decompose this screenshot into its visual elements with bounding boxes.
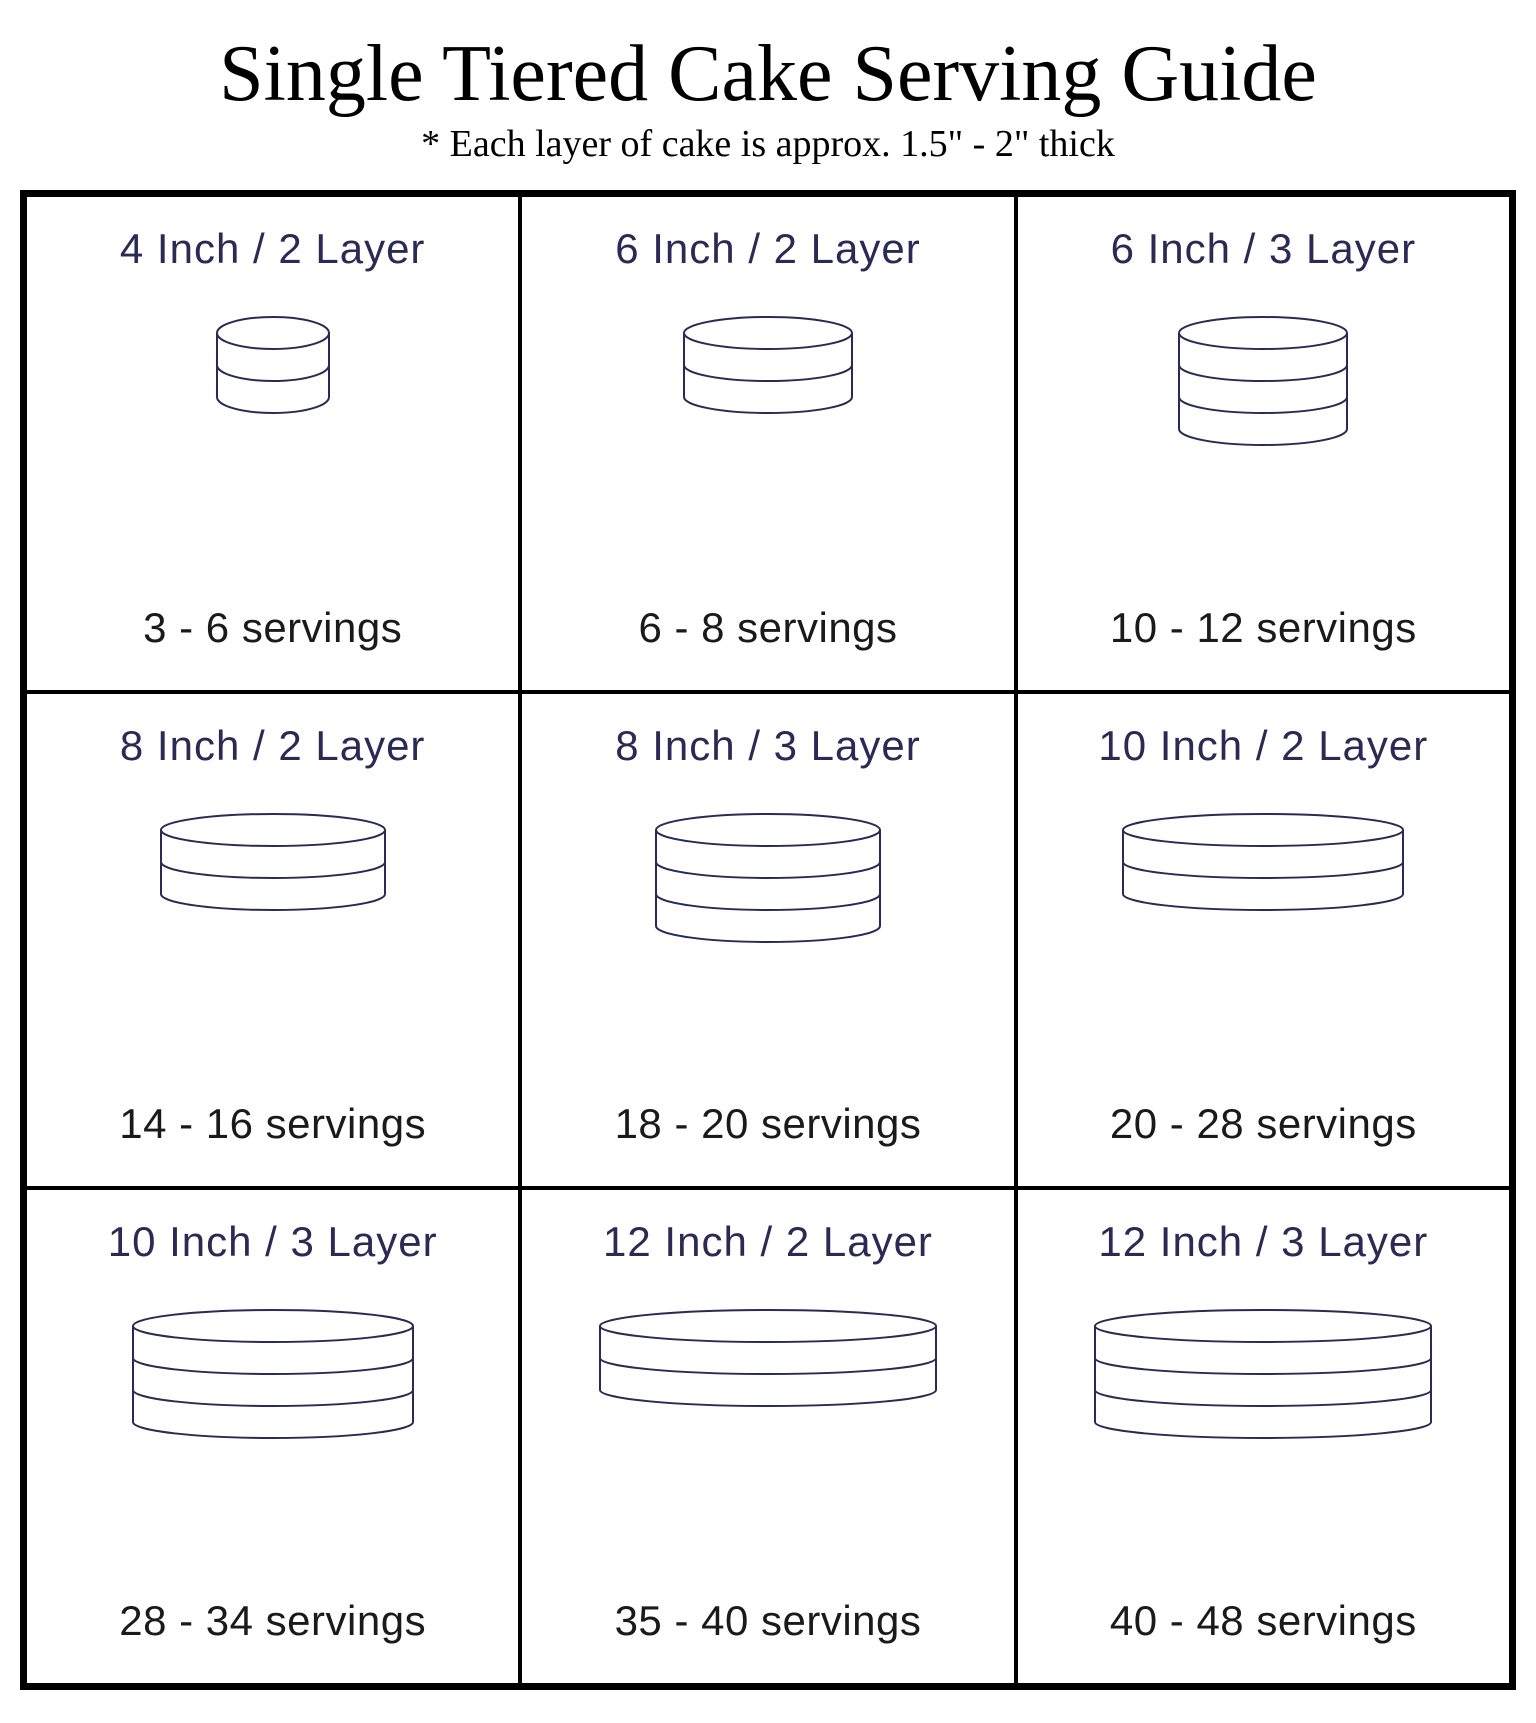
cake-illustration (37, 1266, 508, 1597)
cake-label: 12 Inch / 2 Layer (603, 1218, 933, 1266)
page-subtitle: * Each layer of cake is approx. 1.5" - 2… (20, 122, 1516, 166)
cake-illustration (1028, 273, 1499, 604)
cake-illustration (532, 273, 1003, 604)
page: Single Tiered Cake Serving Guide * Each … (0, 0, 1536, 1710)
cake-cell: 8 Inch / 2 Layer 14 - 16 servings (25, 692, 520, 1189)
cake-illustration (37, 273, 508, 604)
cake-grid: 4 Inch / 2 Layer 3 - 6 servings 6 Inch /… (20, 190, 1516, 1690)
cake-servings: 20 - 28 servings (1110, 1100, 1417, 1148)
cake-label: 4 Inch / 2 Layer (120, 225, 426, 273)
cake-servings: 28 - 34 servings (119, 1597, 426, 1645)
cake-cell: 10 Inch / 3 Layer 28 - 34 servings (25, 1188, 520, 1685)
cake-illustration (532, 770, 1003, 1101)
cake-cell: 6 Inch / 2 Layer 6 - 8 servings (520, 195, 1015, 692)
cake-cell: 6 Inch / 3 Layer 10 - 12 servings (1016, 195, 1511, 692)
cake-label: 10 Inch / 2 Layer (1098, 722, 1428, 770)
cake-servings: 3 - 6 servings (143, 604, 402, 652)
cake-servings: 10 - 12 servings (1110, 604, 1417, 652)
cake-illustration (532, 1266, 1003, 1597)
cake-label: 6 Inch / 3 Layer (1111, 225, 1417, 273)
cake-cell: 4 Inch / 2 Layer 3 - 6 servings (25, 195, 520, 692)
cake-servings: 35 - 40 servings (615, 1597, 922, 1645)
cake-illustration (1028, 770, 1499, 1101)
cake-servings: 14 - 16 servings (119, 1100, 426, 1148)
cake-illustration (37, 770, 508, 1101)
cake-label: 12 Inch / 3 Layer (1098, 1218, 1428, 1266)
cake-label: 8 Inch / 3 Layer (615, 722, 921, 770)
cake-cell: 12 Inch / 3 Layer 40 - 48 servings (1016, 1188, 1511, 1685)
cake-cell: 10 Inch / 2 Layer 20 - 28 servings (1016, 692, 1511, 1189)
cake-cell: 8 Inch / 3 Layer 18 - 20 servings (520, 692, 1015, 1189)
cake-servings: 6 - 8 servings (638, 604, 897, 652)
cake-label: 6 Inch / 2 Layer (615, 225, 921, 273)
cake-cell: 12 Inch / 2 Layer 35 - 40 servings (520, 1188, 1015, 1685)
cake-label: 8 Inch / 2 Layer (120, 722, 426, 770)
cake-servings: 40 - 48 servings (1110, 1597, 1417, 1645)
cake-label: 10 Inch / 3 Layer (108, 1218, 438, 1266)
cake-servings: 18 - 20 servings (615, 1100, 922, 1148)
page-title: Single Tiered Cake Serving Guide (20, 30, 1516, 118)
cake-illustration (1028, 1266, 1499, 1597)
